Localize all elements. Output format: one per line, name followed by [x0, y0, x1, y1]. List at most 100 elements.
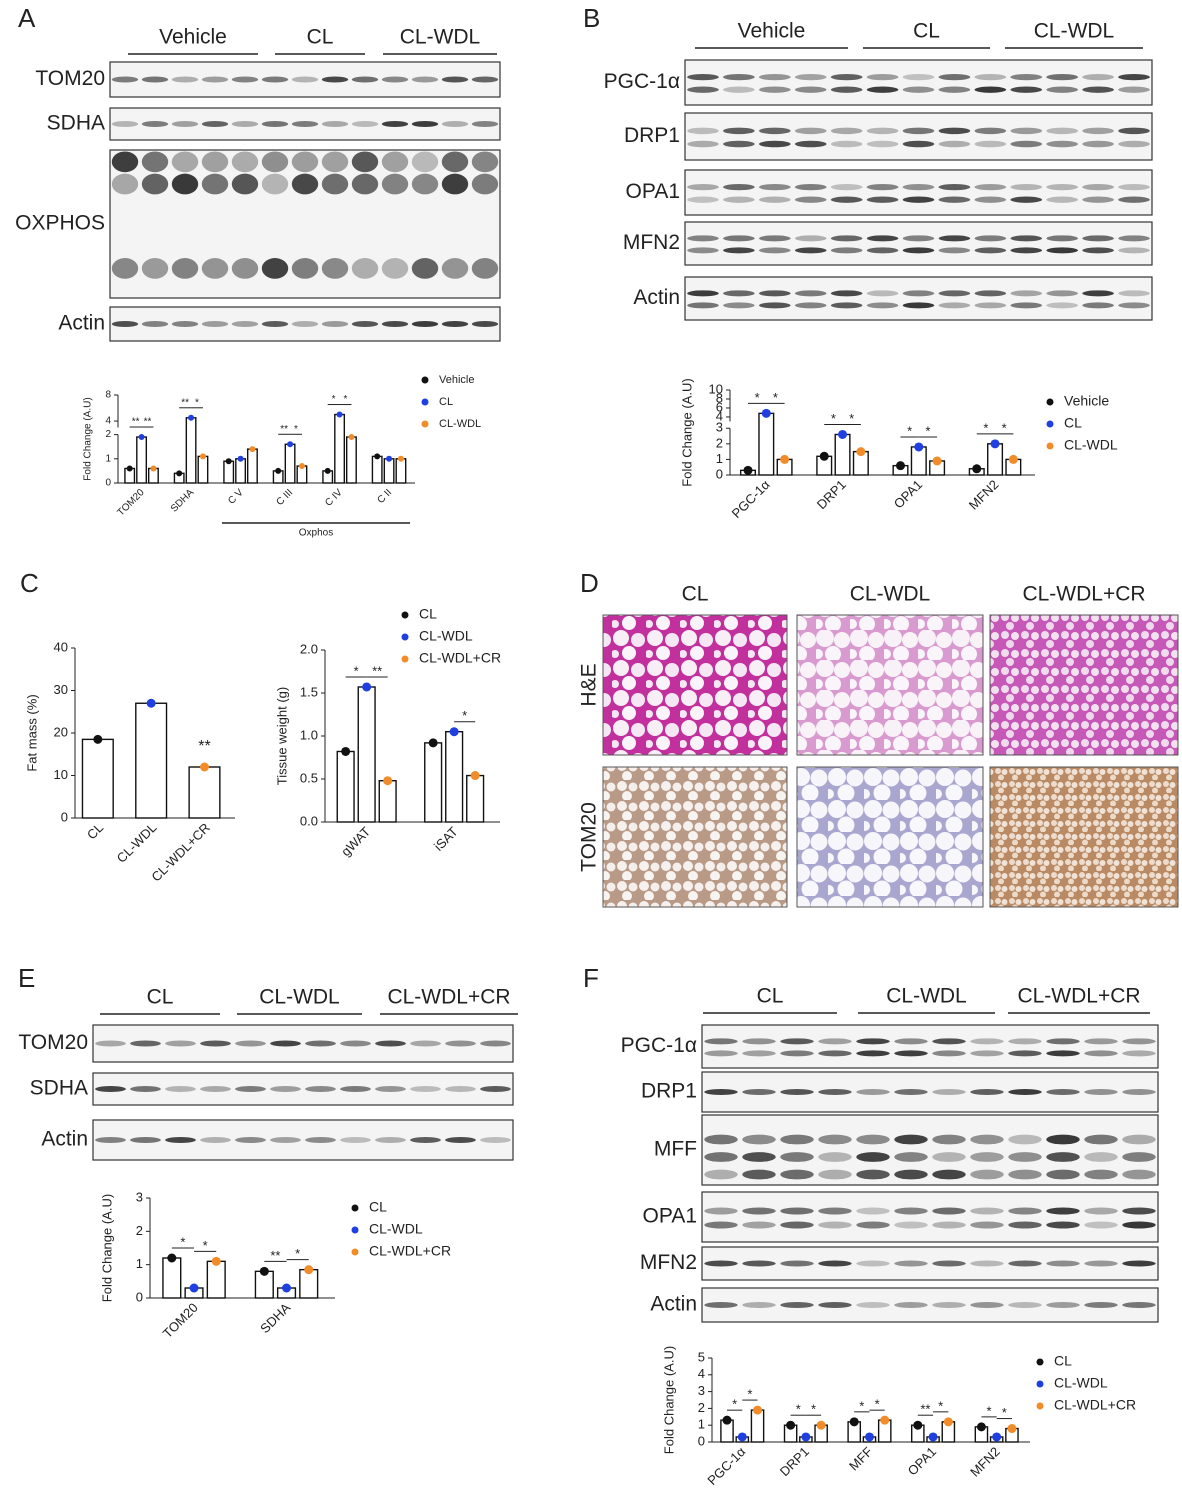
x-tick-label: OPA1	[905, 1444, 939, 1478]
blot-band	[1084, 1134, 1118, 1145]
x-tick-label: TOM20	[160, 1300, 201, 1341]
blot-band	[321, 321, 349, 327]
blot-band	[1082, 235, 1114, 242]
legend-marker	[401, 655, 409, 663]
blot-band	[704, 1152, 738, 1162]
blot-band	[165, 1137, 196, 1143]
blot-band	[1122, 1169, 1156, 1180]
blot-band	[130, 1040, 161, 1047]
blot-band	[974, 127, 1007, 135]
blot-band	[95, 1040, 126, 1047]
y-tick-label: 20	[54, 724, 68, 739]
blot-band	[1046, 235, 1078, 242]
blot-band	[201, 121, 229, 127]
x-tick-label: CL-WDL	[114, 820, 160, 866]
blot-band	[974, 140, 1007, 148]
legend-label: CL	[369, 1199, 387, 1215]
blot-band	[141, 321, 169, 327]
mean-dot	[914, 442, 924, 452]
blot-band	[687, 86, 719, 93]
blot-band	[270, 1040, 301, 1047]
blot-label: SDHA	[47, 112, 105, 135]
blot-frame	[701, 1191, 1159, 1243]
blot-band	[1118, 290, 1150, 297]
blot-band	[780, 1169, 814, 1180]
blot-band	[1046, 1134, 1080, 1145]
blot-band	[1046, 1260, 1080, 1267]
blot-band	[1122, 1152, 1156, 1162]
blot-band	[111, 121, 139, 127]
blot-band	[902, 235, 935, 242]
blot-label: MFN2	[640, 1251, 697, 1274]
mean-dot	[856, 447, 866, 457]
significance: *	[938, 1398, 943, 1413]
y-tick-label: 10	[709, 381, 723, 396]
blot-band	[111, 76, 139, 83]
column-label: CL-WDL	[850, 583, 931, 606]
blot-band	[704, 1089, 738, 1095]
row-label: TOM20	[578, 802, 601, 872]
legend-label: CL	[1054, 1353, 1072, 1369]
blot-label: DRP1	[641, 1080, 697, 1103]
bar	[81, 738, 114, 819]
blot-band	[445, 1137, 476, 1143]
mean-dot	[237, 455, 244, 462]
blot-band	[1118, 86, 1150, 93]
blot-band	[742, 1050, 776, 1057]
significance: *	[875, 1397, 880, 1412]
blot-band	[902, 73, 935, 81]
mean-dot	[188, 414, 195, 421]
mean-dot	[336, 411, 343, 418]
blot-band	[974, 86, 1007, 93]
group-label: CL-WDL	[1034, 20, 1115, 43]
blot-label: TOM20	[18, 1031, 88, 1054]
blot-band	[270, 1086, 301, 1092]
blot-band	[818, 1221, 852, 1229]
blot-band	[1118, 247, 1150, 254]
legend-marker	[1046, 398, 1054, 406]
significance: *	[1002, 1405, 1007, 1420]
legend-marker	[1036, 1402, 1044, 1410]
mean-dot	[722, 1415, 732, 1425]
blot-band	[818, 1260, 852, 1267]
mean-dot	[976, 1422, 986, 1432]
blot-band	[351, 173, 379, 195]
blot-band	[1046, 127, 1078, 135]
blot-band	[1118, 302, 1150, 309]
significance: *	[294, 424, 298, 435]
group-label: Vehicle	[738, 20, 806, 43]
blot-band	[938, 290, 971, 297]
blot-band	[231, 121, 259, 127]
blot-band	[932, 1221, 966, 1229]
blot-band	[818, 1134, 852, 1145]
blot-band	[759, 302, 791, 309]
blot-band	[1010, 127, 1043, 135]
blot-band	[856, 1089, 890, 1095]
legend-label: CL	[1064, 415, 1082, 431]
blot-band	[1084, 1050, 1118, 1057]
significance: **	[144, 417, 152, 428]
blot-band	[723, 183, 755, 191]
significance: **	[181, 397, 189, 408]
blot-band	[759, 290, 791, 297]
blot-band	[1008, 1221, 1042, 1229]
y-tick-label: 8	[716, 390, 723, 405]
blot-band	[780, 1038, 814, 1045]
blot-band	[932, 1207, 966, 1215]
blot-band	[902, 140, 935, 148]
mean-dot	[167, 1253, 177, 1263]
blot-band	[932, 1169, 966, 1180]
group-label: CL-WDL	[259, 986, 340, 1009]
legend-marker	[351, 1226, 359, 1234]
blot-band	[441, 121, 469, 127]
blot-label: TOM20	[35, 67, 105, 90]
significance: *	[732, 1397, 737, 1412]
mean-dot	[249, 446, 256, 453]
blot-band	[291, 173, 319, 195]
blot-band	[1046, 86, 1078, 93]
blot-band	[894, 1260, 928, 1267]
y-tick-label: 1.0	[300, 727, 318, 742]
blot-band	[704, 1038, 738, 1045]
blot-band	[970, 1302, 1004, 1308]
blot-band	[1008, 1302, 1042, 1308]
